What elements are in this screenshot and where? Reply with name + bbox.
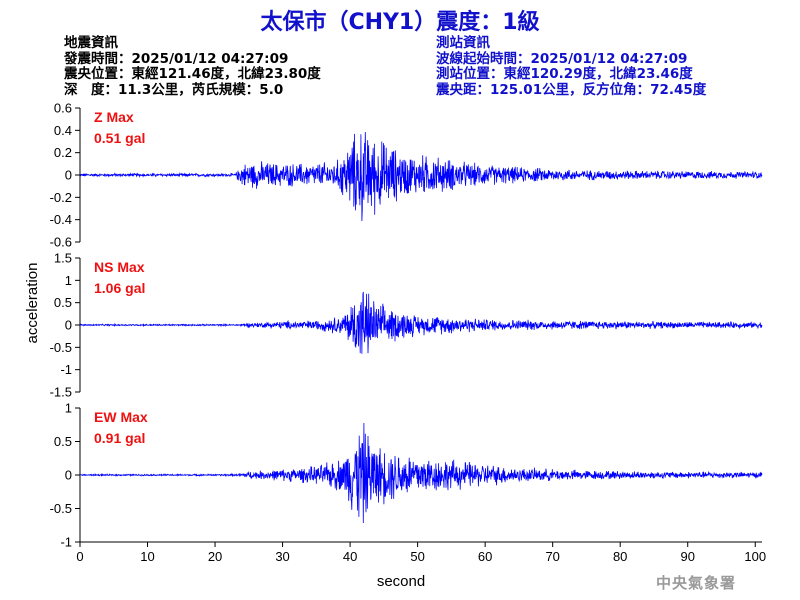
waveform-ew [79, 422, 763, 524]
wave-start-text: 波線起始時間：2025/01/12 04:27:09 [436, 50, 688, 67]
y-tick-label: 1.5 [54, 251, 72, 266]
max-value-z: 0.51 gal [94, 130, 145, 146]
distance-text: 震央距：125.01公里，反方位角：72.45度 [436, 81, 707, 98]
x-tick-label: 20 [208, 549, 222, 564]
y-tick-label: 1 [65, 273, 72, 288]
station-info-block: 測站資訊 波線起始時間：2025/01/12 04:27:09 測站位置：東經1… [436, 35, 707, 98]
quake-info-heading: 地震資訊 [64, 35, 118, 51]
depth-magnitude-text: 深 度：11.3公里，芮氏規模：5.0 [64, 81, 284, 98]
y-tick-label: 0.2 [54, 145, 72, 160]
station-info-heading: 測站資訊 [436, 35, 490, 51]
x-tick-label: 80 [613, 549, 627, 564]
station-location-text: 測站位置：東經120.29度，北緯23.46度 [436, 66, 693, 82]
x-tick-label: 70 [545, 549, 559, 564]
x-tick-label: 0 [76, 549, 83, 564]
max-value-ns: 1.06 gal [94, 280, 145, 296]
x-tick-label: 40 [343, 549, 357, 564]
y-tick-label: 0 [65, 318, 72, 333]
max-label-ns: NS Max [94, 259, 145, 275]
chart-title: 太保市（CHY1）震度：1級 [260, 10, 540, 35]
y-tick-label: -0.2 [50, 190, 72, 205]
y-tick-label: -1.5 [50, 385, 72, 400]
x-tick-label: 90 [680, 549, 694, 564]
y-tick-label: 0.5 [54, 434, 72, 449]
y-tick-label: -1 [60, 535, 72, 550]
waveform-z [79, 131, 763, 222]
origin-time-text: 發震時間：2025/01/12 04:27:09 [64, 50, 289, 67]
max-label-ew: EW Max [94, 409, 148, 425]
waveform-ns [79, 291, 763, 354]
epicenter-text: 震央位置：東經121.46度，北緯23.80度 [64, 66, 321, 82]
x-tick-label: 100 [744, 549, 766, 564]
y-tick-label: 0.5 [54, 295, 72, 310]
max-label-z: Z Max [94, 109, 134, 125]
y-tick-label: 0.4 [54, 123, 72, 138]
y-tick-label: 0 [65, 468, 72, 483]
y-tick-label: 1 [65, 401, 72, 416]
max-value-ew: 0.91 gal [94, 430, 145, 446]
y-tick-label: 0.6 [54, 101, 72, 116]
y-tick-label: -0.5 [50, 340, 72, 355]
x-axis-label: second [377, 573, 425, 590]
y-axis-label: acceleration [24, 263, 41, 344]
x-tick-label: 10 [140, 549, 154, 564]
y-tick-label: -0.4 [50, 212, 72, 227]
x-tick-label: 30 [275, 549, 289, 564]
y-tick-label: 0 [65, 168, 72, 183]
y-tick-label: -0.5 [50, 501, 72, 516]
x-tick-label: 60 [478, 549, 492, 564]
y-tick-label: -0.6 [50, 235, 72, 250]
agency-watermark: 中央氣象署 [656, 574, 737, 592]
y-tick-label: -1 [60, 362, 72, 377]
x-tick-label: 50 [410, 549, 424, 564]
quake-info-block: 地震資訊 發震時間：2025/01/12 04:27:09 震央位置：東經121… [64, 35, 321, 98]
